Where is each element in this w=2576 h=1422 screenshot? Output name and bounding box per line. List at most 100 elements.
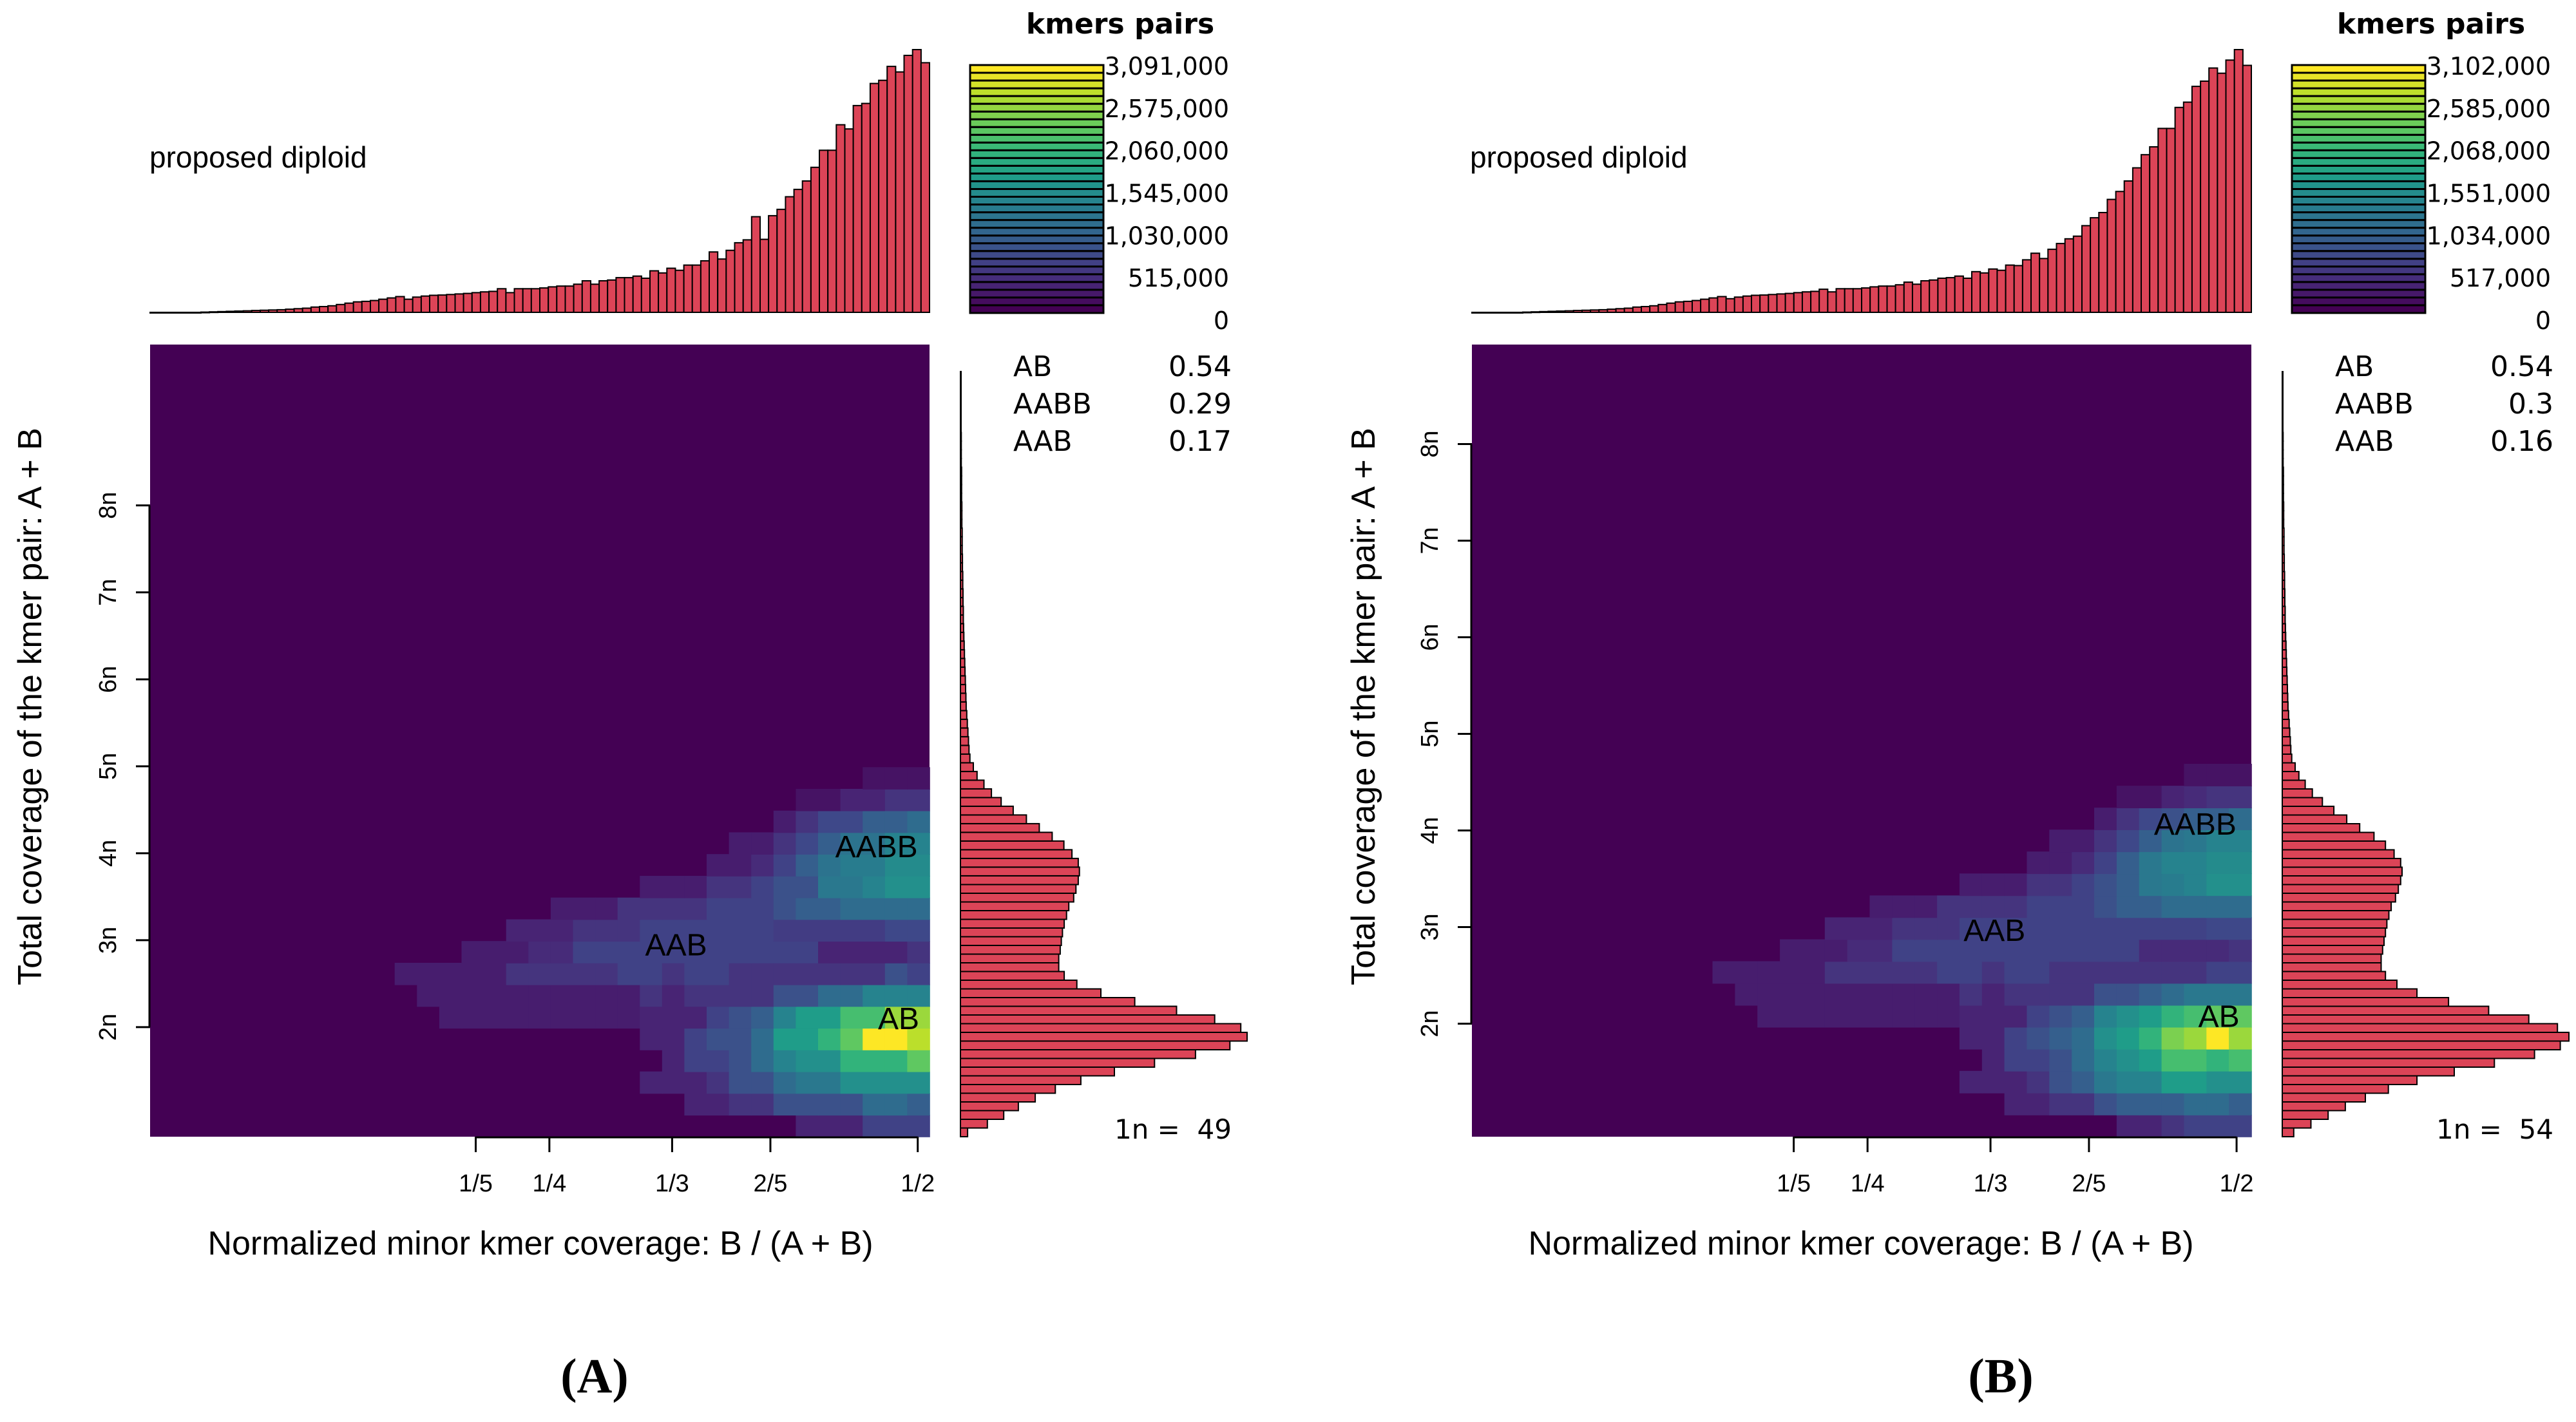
side-histogram-bar <box>2282 797 2323 807</box>
x-tick-label: 1/4 <box>532 1170 566 1197</box>
x-tick-label: 2/5 <box>2072 1170 2106 1197</box>
heatmap-cell <box>773 897 797 920</box>
top-histogram-bar <box>370 299 380 314</box>
heatmap-cell <box>1981 983 2005 1006</box>
colorbar-tick-label: 2,068,000 <box>2427 137 2551 166</box>
heatmap-cell <box>662 1028 685 1050</box>
side-histogram-bar <box>960 840 1065 851</box>
top-histogram-bar <box>819 149 829 313</box>
colorbar-swatch <box>2291 180 2427 190</box>
heatmap-cell <box>2139 830 2162 853</box>
top-histogram-bar <box>175 312 185 314</box>
heatmap-cell <box>2206 873 2229 896</box>
y-tick-label: 7n <box>1417 527 1444 554</box>
side-histogram-bar <box>2282 936 2385 946</box>
colorbar-swatch <box>969 172 1105 182</box>
side-histogram-bar <box>2282 406 2284 416</box>
heatmap-cell <box>684 1093 707 1116</box>
x-tick-label: 1/2 <box>901 1170 935 1197</box>
top-histogram-bar <box>234 310 244 313</box>
heatmap-cell <box>2027 917 2050 940</box>
top-histogram-bar <box>454 293 464 313</box>
side-histogram-bar <box>960 484 962 494</box>
top-histogram-bar <box>742 239 752 313</box>
heatmap-cell <box>2004 961 2028 984</box>
side-histogram-bar <box>960 536 963 546</box>
top-histogram-bar <box>2123 180 2133 313</box>
colorbar-swatch <box>969 234 1105 245</box>
side-histogram-bar <box>2282 571 2285 581</box>
top-histogram-bar <box>1988 268 1998 314</box>
heatmap-cell <box>2139 1027 2162 1050</box>
colorbar-swatch <box>969 188 1105 198</box>
colorbar-swatch <box>2291 296 2427 307</box>
top-histogram-bar <box>429 294 439 313</box>
colorbar-swatch <box>2291 126 2427 136</box>
heatmap-cell <box>863 963 886 985</box>
side-histogram-bar <box>2282 1101 2346 1112</box>
side-histogram-bar <box>960 1014 1216 1025</box>
heatmap-cell <box>2072 1005 2095 1028</box>
heatmap-cell <box>707 941 730 963</box>
side-histogram-bar <box>960 666 966 677</box>
top-histogram-bar <box>242 310 253 314</box>
heatmap-cell <box>2229 1114 2252 1137</box>
top-histogram-bar <box>1513 312 1523 314</box>
heatmap-cell <box>773 1071 797 1094</box>
top-histogram-bar <box>420 295 431 314</box>
heatmap-cell <box>573 941 596 963</box>
heatmap-cell <box>1780 1005 1803 1028</box>
heatmap-cell <box>2161 895 2185 918</box>
heatmap-cell <box>2094 895 2117 918</box>
top-histogram-bar <box>276 308 287 313</box>
heatmap-cell <box>1847 917 1871 940</box>
heatmap-cell <box>2027 873 2050 896</box>
top-histogram-bar <box>1623 307 1634 313</box>
plot-title: proposed diploid <box>149 140 367 174</box>
heatmap-cell <box>884 788 908 811</box>
top-histogram-bar <box>869 82 880 313</box>
heatmap-cell <box>2161 1005 2185 1028</box>
side-histogram-bar <box>960 1032 1248 1042</box>
top-histogram-bar <box>2208 67 2218 313</box>
side-histogram-bar <box>2282 1092 2366 1103</box>
y-tick-label: 8n <box>95 492 122 519</box>
heatmap-cell <box>2116 1048 2140 1072</box>
top-histogram-bar <box>666 267 676 313</box>
top-histogram-bar <box>149 312 160 314</box>
heatmap-cell <box>573 897 596 920</box>
side-histogram-bar <box>960 405 962 416</box>
heatmap-cell <box>2161 830 2185 853</box>
heatmap-cell <box>840 832 863 855</box>
heatmap-cell <box>684 876 707 898</box>
y-tick-label: 3n <box>95 927 122 954</box>
heatmap-cell <box>818 1028 841 1050</box>
side-histogram-bar <box>960 475 962 486</box>
side-histogram-bar <box>2282 431 2284 442</box>
y-tick-label: 5n <box>95 753 122 780</box>
side-histogram-bar <box>960 1005 1178 1016</box>
top-histogram-bar <box>539 287 549 314</box>
heatmap-cell <box>863 1071 886 1094</box>
heatmap-cell <box>2094 1048 2117 1072</box>
heatmap-cell <box>439 1006 463 1029</box>
heatmap-cell <box>907 1050 930 1072</box>
side-histogram-bar <box>960 762 974 772</box>
top-histogram-bar <box>200 311 211 314</box>
heatmap-cell <box>1959 961 1983 984</box>
heatmap-cell <box>1892 961 1916 984</box>
heatmap-cell <box>818 897 841 920</box>
side-histogram-bar <box>960 509 963 520</box>
top-histogram-bar <box>1768 294 1778 313</box>
annotation-aab: AAB <box>645 928 707 962</box>
side-histogram-bar <box>960 744 970 755</box>
top-histogram-bar <box>734 242 744 313</box>
top-histogram-bar <box>1717 296 1727 313</box>
heatmap-cell <box>684 1071 707 1094</box>
top-histogram-bar <box>1852 288 1862 313</box>
top-histogram-bar <box>1657 303 1668 313</box>
side-histogram-bar <box>960 980 1078 990</box>
heatmap-cell <box>840 1115 863 1137</box>
heatmap-cell <box>796 1115 819 1137</box>
heatmap-cell <box>2094 1005 2117 1028</box>
